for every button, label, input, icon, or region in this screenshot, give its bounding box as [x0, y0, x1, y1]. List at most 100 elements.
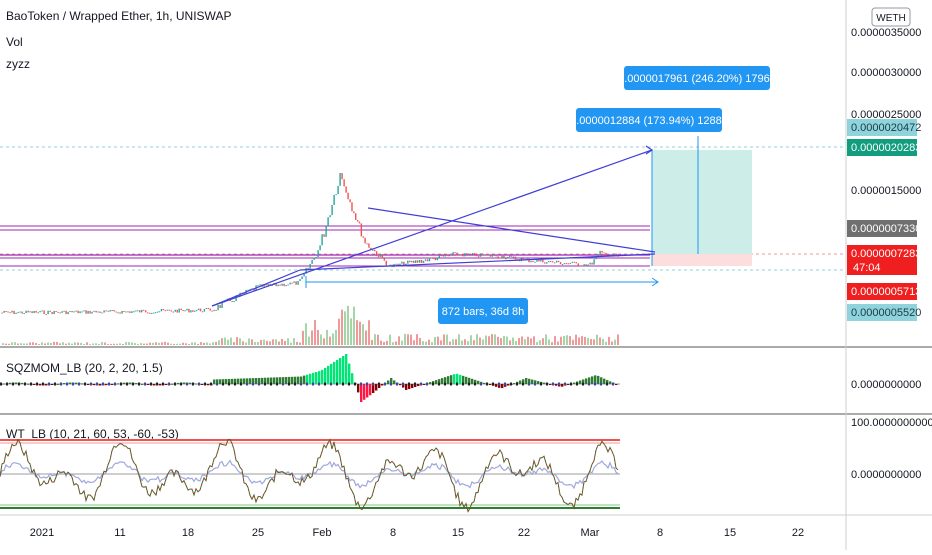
price-candle [158, 311, 161, 313]
trendlines[interactable] [211, 145, 656, 307]
sqzmom-bar [603, 378, 606, 384]
price-candle [577, 263, 579, 266]
volume-bar [266, 340, 268, 345]
range-callout[interactable]: 872 bars, 36d 8h [438, 298, 528, 324]
price-candle [416, 260, 419, 263]
price-candle [353, 211, 355, 214]
volume-bar [350, 318, 352, 345]
price-candle [9, 312, 11, 314]
volume-bar [140, 343, 142, 345]
volume-bar [515, 341, 517, 345]
sqzmom-bar [489, 384, 492, 385]
sqzmom-bar [435, 380, 438, 384]
date-range-measure[interactable] [305, 276, 659, 288]
sqzmom-bar [189, 382, 192, 384]
volume-bar [146, 343, 148, 345]
position-stop-zone[interactable] [652, 254, 752, 266]
wt-label[interactable]: WT_LB (10, 21, 60, 53, -60, -53) [6, 427, 179, 441]
price-candle [593, 259, 595, 265]
chart-title[interactable]: BaoToken / Wrapped Ether, 1h, UNISWAP [6, 9, 231, 23]
sqzmom-bar [249, 378, 252, 384]
price-candle [440, 255, 443, 257]
price-candle [442, 255, 444, 257]
target-large-callout[interactable]: 0.0000017961 (246.20%) 17961 [618, 66, 776, 90]
indicator-zyzz-label[interactable]: zyzz [6, 57, 30, 71]
volume-bar [572, 339, 574, 345]
sqzmom-bar [213, 379, 216, 384]
price-candle [509, 255, 511, 257]
price-candle [87, 310, 89, 314]
volume-bar [281, 338, 283, 345]
price-candle [327, 217, 329, 227]
squeeze-dot [462, 382, 464, 386]
price-candle [199, 308, 202, 312]
price-axis[interactable]: 0.0000035000 0.0000030000 0.0000025000 0… [851, 27, 921, 197]
volume-bar [425, 341, 427, 345]
volume-bar [458, 334, 460, 345]
sqzmom-bar [429, 382, 432, 384]
price-candle [205, 307, 208, 310]
indicator-vol-label[interactable]: Vol [6, 35, 23, 49]
price-candle [567, 263, 570, 265]
sqzmom-label[interactable]: SQZMOM_LB (20, 2, 20, 1.5) [6, 361, 163, 375]
volume-bar [539, 340, 541, 345]
price-candle [3, 310, 5, 313]
base-trendline[interactable] [299, 253, 656, 271]
volume-bar [71, 343, 73, 345]
volume-bar [455, 339, 457, 345]
sqzmom-bar [609, 381, 612, 384]
last-price-label: 0.0000007283 [851, 248, 921, 260]
bar-countdown: 47:04 [853, 262, 881, 274]
sqzmom-bar [285, 377, 288, 384]
sqzmom-bar [75, 382, 78, 384]
sqzmom-bar [219, 379, 222, 384]
target-small-callout[interactable]: 0.0000012884 (173.94%) 12884 [570, 108, 728, 132]
rising-trendline[interactable] [211, 149, 653, 307]
price-candle [93, 310, 95, 312]
time-axis[interactable]: 2021 11 18 25 Feb 8 15 22 Mar 8 15 22 [30, 527, 804, 539]
sqzmom-bar [291, 376, 294, 384]
volume-bar [587, 337, 589, 345]
descending-trendline[interactable] [367, 207, 656, 253]
sqzmom-bar [522, 379, 525, 384]
sqzmom-bar [450, 375, 453, 384]
sqzmom-bar [195, 383, 198, 385]
symbol-badge[interactable]: WETH [871, 7, 911, 27]
sqzmom-bar [117, 383, 120, 385]
squeeze-dot [330, 382, 332, 386]
sqzmom-bar [237, 378, 240, 384]
sqzmom-bar [21, 382, 24, 384]
sqzmom-bar [297, 376, 300, 384]
price-candle [372, 249, 374, 251]
price-candle [530, 261, 532, 263]
volume-bar [239, 338, 241, 345]
volume-bar [404, 333, 406, 345]
sqzmom-bar [111, 384, 114, 385]
price-candle [303, 273, 305, 277]
price-candle [579, 265, 581, 267]
volume-bar [26, 343, 28, 345]
squeeze-dot [162, 382, 164, 386]
sqzmom-bar [519, 380, 522, 384]
squeeze-dot [192, 382, 194, 386]
price-candle [178, 308, 180, 313]
squeeze-dot [228, 382, 230, 386]
volume-bar [116, 343, 118, 345]
lower-support-line[interactable] [211, 269, 301, 307]
volume-bar [275, 339, 277, 345]
position-target-zone[interactable] [652, 150, 752, 254]
volume-bar [314, 320, 316, 345]
volume-bar [62, 342, 64, 345]
sqzmom-bar [135, 383, 138, 385]
volume-bar [554, 336, 556, 345]
wt-axis-top: 100.0000000000 [851, 417, 932, 429]
sqzmom-bar [465, 376, 468, 384]
price-candle [148, 312, 151, 314]
volume-bar [491, 334, 493, 345]
price-candle [615, 253, 617, 256]
squeeze-dot [450, 382, 452, 386]
sqzmom-bar [294, 376, 297, 384]
sqzmom-histogram [0, 354, 618, 402]
price-candle [43, 310, 45, 315]
